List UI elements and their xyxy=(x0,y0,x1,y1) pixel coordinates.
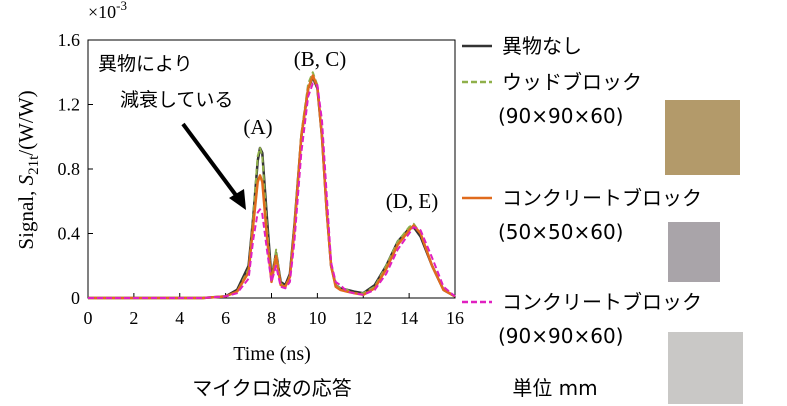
photo-concrete-large xyxy=(668,332,743,404)
y-tick-label: 1.2 xyxy=(58,95,81,115)
y-tick-label: 0.4 xyxy=(58,224,81,244)
y-axis-label: Signal, S21t/(W/W) xyxy=(14,90,42,249)
legend-label: コンクリートブロック xyxy=(502,290,702,314)
unit-note: 単位 mm xyxy=(512,376,597,400)
x-tick-label: 4 xyxy=(175,308,184,328)
photo-concrete-small xyxy=(668,222,720,282)
x-tick-label: 12 xyxy=(354,308,372,328)
ylabel-prefix: Signal, xyxy=(14,185,38,249)
x-axis-label: Time (ns) xyxy=(233,343,311,365)
chart: ×10-3 Signal, S21t/(W/W) Time (ns) マイクロ波… xyxy=(0,0,787,406)
legend-sublabel: (90×90×60) xyxy=(498,324,623,348)
multiplier-exponent: -3 xyxy=(116,0,127,13)
y-tick-label: 0.8 xyxy=(58,159,81,179)
x-tick-label: 14 xyxy=(400,308,418,328)
arrow xyxy=(183,124,238,198)
plot-frame xyxy=(88,40,455,298)
ylabel-suffix: /(W/W) xyxy=(14,90,38,155)
y-multiplier: ×10-3 xyxy=(88,0,127,22)
annotation: (B, C) xyxy=(294,47,347,71)
photo-wood xyxy=(665,100,740,175)
legend-label: ウッドブロック xyxy=(502,70,642,94)
caption: マイクロ波の応答 xyxy=(192,376,352,400)
ylabel-symbol: S xyxy=(14,174,38,185)
x-tick-label: 0 xyxy=(84,308,93,328)
y-tick-label: 0 xyxy=(71,288,80,308)
y-tick-label: 1.6 xyxy=(58,30,81,50)
x-tick-label: 10 xyxy=(308,308,326,328)
ylabel-subscript: 21t xyxy=(26,155,42,175)
x-tick-label: 16 xyxy=(446,308,464,328)
legend-label: コンクリートブロック xyxy=(502,186,702,210)
x-tick-label: 2 xyxy=(129,308,138,328)
annotation: (D, E) xyxy=(386,189,438,213)
legend-sublabel: (50×50×60) xyxy=(498,220,623,244)
x-tick-label: 8 xyxy=(267,308,276,328)
multiplier-base: ×10 xyxy=(88,2,116,22)
annotation: (A) xyxy=(243,115,272,139)
legend-sublabel: (90×90×60) xyxy=(498,104,623,128)
x-tick-label: 6 xyxy=(221,308,230,328)
annotation: 減衰している xyxy=(120,89,233,111)
annotation: 異物により xyxy=(98,53,193,75)
legend-label: 異物なし xyxy=(502,34,582,58)
